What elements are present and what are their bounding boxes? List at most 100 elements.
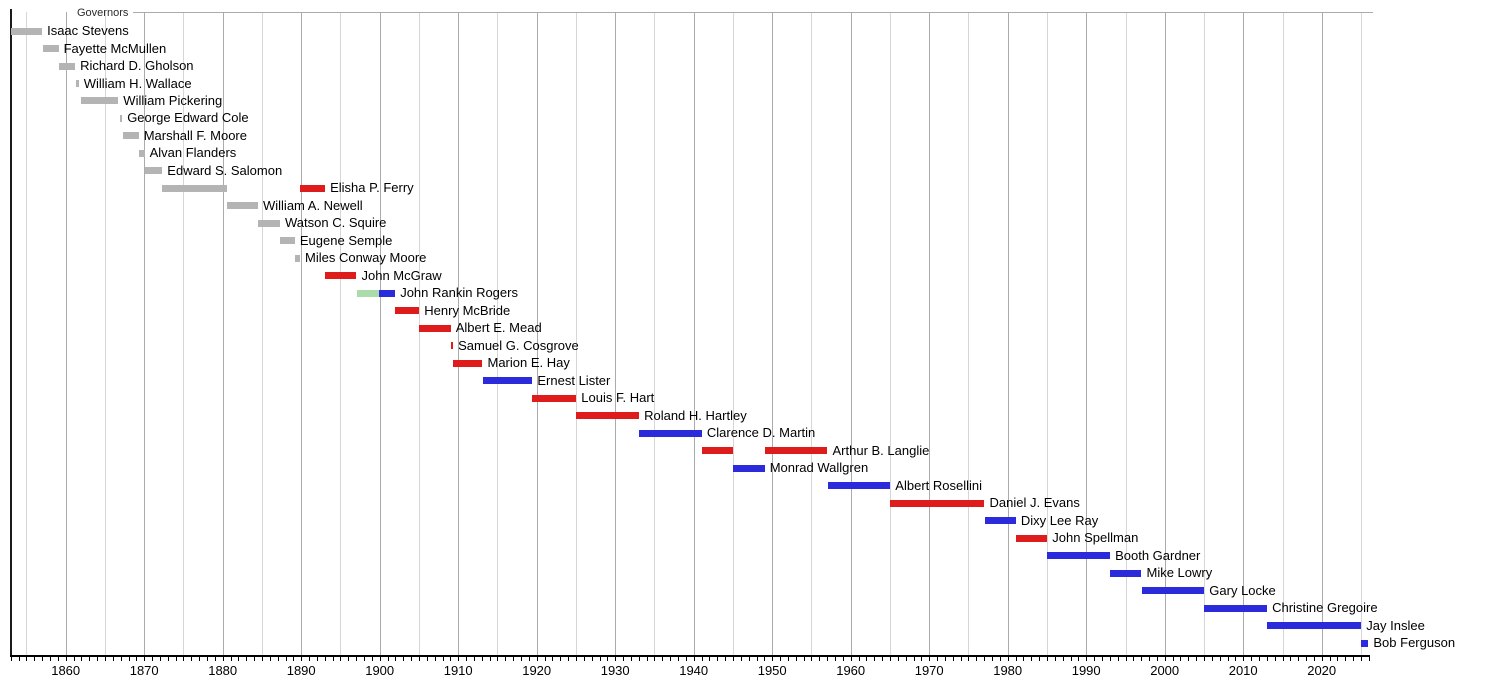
term-bar[interactable]	[450, 342, 454, 350]
governor-label[interactable]: Watson C. Squire	[285, 215, 387, 231]
axis-tick	[701, 656, 703, 661]
axis-tick	[222, 656, 224, 661]
axis-tick	[144, 656, 146, 661]
term-bar[interactable]	[119, 114, 123, 122]
term-bar[interactable]	[1110, 569, 1142, 577]
term-bar[interactable]	[1361, 639, 1369, 647]
axis-tick	[442, 656, 444, 661]
governor-label[interactable]: Albert Rosellini	[895, 477, 982, 493]
term-bar[interactable]	[300, 184, 326, 192]
governor-label[interactable]: Albert E. Mead	[455, 320, 542, 336]
term-bar[interactable]	[890, 499, 985, 507]
term-bar[interactable]	[482, 377, 533, 385]
term-bar[interactable]	[984, 517, 1016, 525]
term-bar[interactable]	[42, 45, 59, 52]
term-bar[interactable]	[827, 482, 891, 490]
term-bar[interactable]	[138, 149, 145, 157]
term-bar[interactable]	[419, 324, 451, 332]
governor-label[interactable]: Booth Gardner	[1115, 547, 1201, 563]
gridline-1985	[1047, 12, 1048, 655]
governor-label[interactable]: Jay Inslee	[1366, 617, 1425, 633]
axis-tick	[489, 656, 491, 661]
governor-label[interactable]: John Rankin Rogers	[400, 285, 518, 301]
axis-label-2020: 2020	[1307, 663, 1337, 678]
term-bar[interactable]	[576, 412, 640, 420]
term-bar[interactable]	[1267, 622, 1362, 629]
governor-label[interactable]: Elisha P. Ferry	[330, 180, 414, 196]
term-bar[interactable]	[733, 464, 765, 472]
term-bar[interactable]	[379, 289, 396, 297]
axis-tick	[73, 656, 75, 661]
governor-label[interactable]: Gary Locke	[1209, 582, 1276, 598]
governor-label[interactable]: Isaac Stevens	[47, 23, 129, 38]
axis-tick	[1164, 656, 1166, 661]
axis-tick	[882, 656, 884, 661]
governor-label[interactable]: William Pickering	[123, 92, 223, 108]
governor-label[interactable]: Marshall F. Moore	[143, 127, 247, 143]
term-bar[interactable]	[294, 254, 300, 262]
axis-tick	[819, 656, 821, 661]
axis-tick	[921, 656, 923, 661]
term-bar[interactable]	[325, 272, 357, 280]
axis-tick	[207, 656, 208, 661]
axis-tick	[1266, 656, 1268, 661]
governor-label[interactable]: John McGraw	[361, 267, 442, 283]
governor-label[interactable]: Ernest Lister	[537, 372, 611, 388]
governor-label[interactable]: Henry McBride	[424, 302, 511, 318]
axis-label-1990: 1990	[1071, 663, 1101, 678]
term-bar[interactable]	[701, 447, 734, 455]
governor-label[interactable]: William H. Wallace	[83, 75, 192, 91]
governor-label[interactable]: Daniel J. Evans	[989, 495, 1080, 511]
term-bar[interactable]	[75, 80, 79, 87]
term-bar[interactable]	[227, 202, 258, 210]
term-bar[interactable]	[453, 359, 483, 367]
axis-tick	[599, 656, 601, 661]
governor-label[interactable]: Dixy Lee Ray	[1020, 512, 1099, 528]
governor-label[interactable]: Miles Conway Moore	[305, 250, 427, 266]
term-bar[interactable]	[58, 62, 76, 70]
term-bar[interactable]	[10, 27, 43, 35]
governor-label[interactable]: Roland H. Hartley	[644, 407, 747, 423]
axis-label-1970: 1970	[914, 663, 944, 678]
term-bar[interactable]	[280, 237, 295, 245]
governor-label[interactable]: Samuel G. Cosgrove	[458, 337, 579, 353]
term-bar[interactable]	[764, 447, 828, 455]
term-bar[interactable]	[1015, 534, 1048, 542]
governor-label[interactable]: Clarence D. Martin	[706, 425, 816, 441]
axis-tick	[1023, 656, 1025, 661]
axis-label-1950: 1950	[757, 663, 787, 678]
term-bar[interactable]	[144, 167, 163, 175]
governor-label[interactable]: George Edward Cole	[127, 110, 249, 126]
term-bar[interactable]	[258, 219, 280, 227]
axis-label-1980: 1980	[993, 663, 1023, 678]
governor-label[interactable]: Monrad Wallgren	[769, 460, 869, 476]
governor-label[interactable]: Alvan Flanders	[149, 145, 237, 161]
governor-label[interactable]: Christine Gregoire	[1272, 600, 1378, 615]
governor-label[interactable]: William A. Newell	[263, 197, 363, 213]
term-bar[interactable]	[356, 289, 380, 297]
governor-label[interactable]: Richard D. Gholson	[80, 58, 194, 73]
term-bar[interactable]	[122, 132, 139, 140]
governor-label[interactable]: Fayette McMullen	[63, 40, 167, 56]
term-bar[interactable]	[162, 184, 228, 192]
term-bar[interactable]	[1141, 587, 1205, 594]
axis-tick	[568, 656, 570, 661]
axis-tick	[26, 656, 28, 661]
governor-label[interactable]: Eugene Semple	[299, 232, 393, 248]
term-bar[interactable]	[395, 307, 420, 315]
governor-label[interactable]: Marion E. Hay	[487, 355, 570, 371]
axis-label-1890: 1890	[286, 663, 316, 678]
governor-label[interactable]: Edward S. Salomon	[167, 162, 283, 178]
term-bar[interactable]	[532, 394, 577, 402]
governor-label[interactable]: Bob Ferguson	[1373, 635, 1456, 650]
term-bar[interactable]	[639, 429, 702, 437]
governor-label[interactable]: Arthur B. Langlie	[832, 442, 930, 458]
term-bar[interactable]	[1047, 552, 1111, 560]
term-bar[interactable]	[81, 97, 119, 105]
governor-label[interactable]: Louis F. Hart	[581, 390, 655, 406]
governor-label[interactable]: Mike Lowry	[1146, 565, 1213, 581]
governor-label[interactable]: John Spellman	[1052, 530, 1139, 546]
term-bar[interactable]	[1204, 604, 1268, 612]
axis-tick	[521, 656, 522, 661]
axis-tick	[128, 656, 130, 661]
